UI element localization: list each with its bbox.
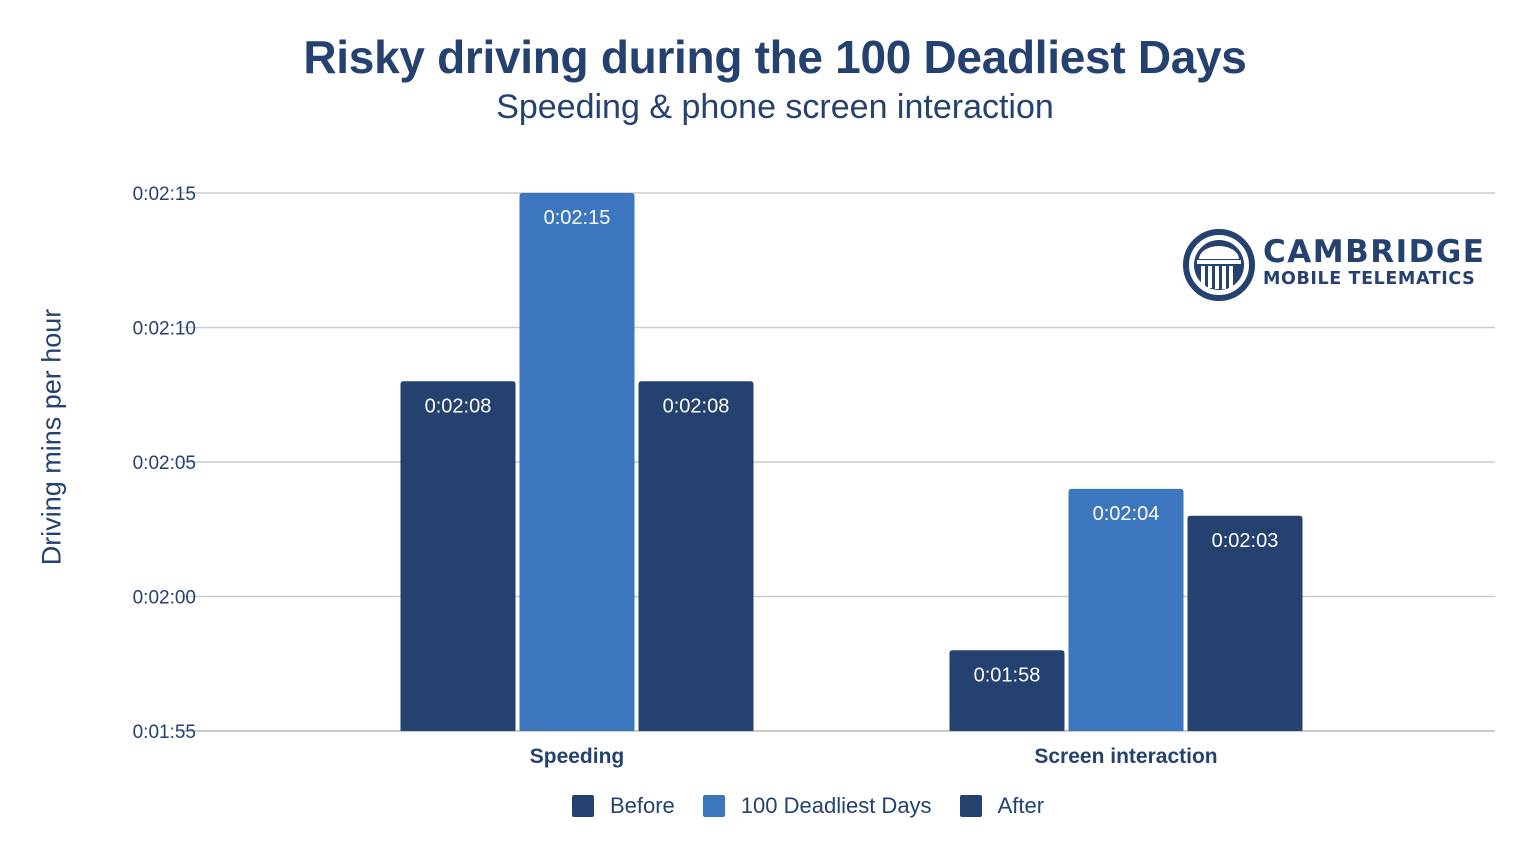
legend-item-before: Before	[571, 793, 675, 819]
legend-label-after: After	[997, 793, 1045, 818]
bar	[1187, 515, 1303, 731]
y-tick-label: 0:02:10	[133, 319, 196, 340]
legend: Before 100 Deadliest Days After	[0, 793, 1536, 819]
x-tick-label: Speeding	[530, 745, 625, 768]
y-tick-label: 0:02:15	[133, 184, 196, 205]
x-tick-label: Screen interaction	[1034, 745, 1217, 768]
legend-swatch-before	[571, 795, 594, 817]
bar-group-100-deadliest-days: 0:02:04	[1068, 488, 1184, 731]
data-label: 0:02:03	[1212, 530, 1279, 552]
chart-subtitle: Speeding & phone screen interaction	[496, 88, 1054, 126]
bar-group-100-deadliest-days: 0:02:15	[519, 193, 635, 731]
x-axis-ticks: Speeding Screen interaction	[530, 745, 1218, 768]
bar-group-after: 0:02:03	[1187, 515, 1303, 731]
legend-swatch-100-deadliest-days	[702, 795, 725, 817]
bar-group-before: 0:01:58	[949, 650, 1065, 731]
y-axis-ticks: 0:01:55 0:02:00 0:02:05 0:02:10 0:02:15	[133, 184, 196, 743]
data-label: 0:02:08	[663, 395, 730, 417]
y-tick-label: 0:02:05	[133, 453, 196, 474]
data-label: 0:02:15	[544, 207, 611, 229]
legend-label-before: Before	[609, 793, 675, 818]
logo-text-mobile-telematics: MOBILE TELEMATICS	[1263, 269, 1476, 289]
logo-text-cambridge: CAMBRIDGE	[1263, 234, 1486, 270]
legend-item-after: After	[959, 793, 1045, 819]
y-tick-label: 0:02:00	[133, 588, 196, 609]
data-label: 0:01:58	[974, 664, 1041, 686]
bar	[519, 193, 635, 731]
legend-item-100-deadliest-days: 100 Deadliest Days	[702, 793, 932, 819]
bar	[949, 650, 1065, 731]
data-label: 0:02:04	[1093, 503, 1160, 525]
bar	[638, 381, 754, 731]
bar-group-before: 0:02:08	[400, 381, 516, 731]
building-columns-icon	[1183, 229, 1255, 301]
legend-label-100-deadliest-days: 100 Deadliest Days	[740, 793, 932, 818]
data-label: 0:02:08	[425, 395, 492, 417]
legend-swatch-after	[959, 795, 982, 817]
bar	[400, 381, 516, 731]
chart-title: Risky driving during the 100 Deadliest D…	[303, 31, 1247, 83]
cambridge-mobile-telematics-logo: CAMBRIDGE MOBILE TELEMATICS	[1183, 229, 1493, 301]
bar-group-after: 0:02:08	[638, 381, 754, 731]
bar	[1068, 488, 1184, 731]
y-tick-label: 0:01:55	[133, 722, 196, 743]
bars: 0:02:08 0:02:15 0:02:08 0:01:58 0:02:04 0:02:…	[400, 193, 1303, 731]
